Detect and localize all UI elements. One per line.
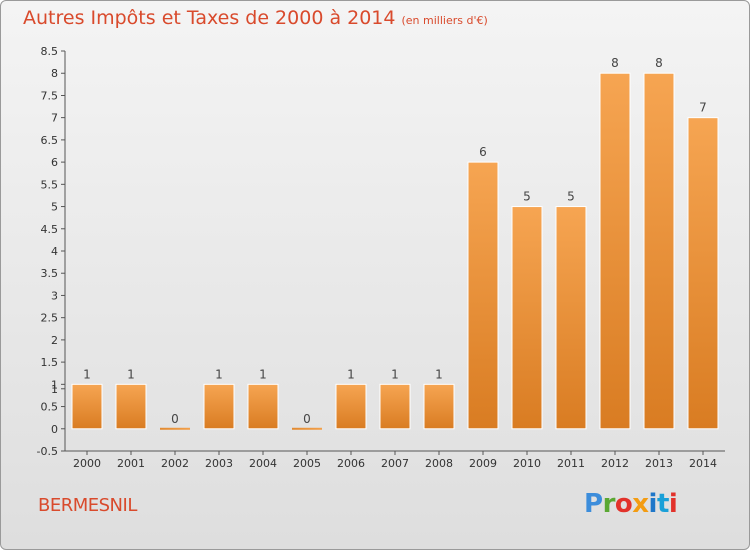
y-tick-label: 6.5 xyxy=(41,134,59,147)
y-tick-label: 3.5 xyxy=(41,267,59,280)
x-tick-label: 2007 xyxy=(381,457,409,470)
y-tick-label: 2.5 xyxy=(41,312,59,325)
bar xyxy=(599,72,631,430)
y-tick-label: 8 xyxy=(51,67,58,80)
value-label: 5 xyxy=(523,190,531,204)
y-tick-label: 7 xyxy=(51,112,58,125)
bar xyxy=(379,383,411,430)
value-label: 0 xyxy=(171,412,179,426)
axes: -0.500.5111.522.533.544.555.566.577.588.… xyxy=(37,45,725,470)
value-label: 1 xyxy=(259,367,267,381)
bar xyxy=(555,206,587,430)
bar xyxy=(467,161,499,430)
proxiti-logo: Proxiti xyxy=(584,489,678,519)
x-tick-label: 2013 xyxy=(645,457,673,470)
y-tick-label: 0.5 xyxy=(41,401,59,414)
value-label: 1 xyxy=(215,367,223,381)
x-tick-label: 2002 xyxy=(161,457,189,470)
bar xyxy=(247,383,279,430)
value-label: 6 xyxy=(479,145,487,159)
chart-title: Autres Impôts et Taxes de 2000 à 2014 (en… xyxy=(23,7,488,29)
value-label: 0 xyxy=(303,412,311,426)
logo-letter: r xyxy=(602,489,616,519)
bar xyxy=(687,117,719,430)
x-tick-label: 2003 xyxy=(205,457,233,470)
labels: 1 1 0 1 1 0 1 1 1 6 5 5 8 8 7 xyxy=(83,56,707,426)
value-label: 8 xyxy=(611,56,619,70)
y-tick-label: 2 xyxy=(51,334,58,347)
bar xyxy=(292,427,322,430)
x-tick-label: 2012 xyxy=(601,457,629,470)
value-label: 1 xyxy=(83,367,91,381)
bar xyxy=(71,383,103,430)
x-tick-label: 2011 xyxy=(557,457,585,470)
value-label: 1 xyxy=(435,367,443,381)
y-tick-label: 7.5 xyxy=(41,89,59,102)
x-tick-label: 2000 xyxy=(73,457,101,470)
y-tick-label: 8.5 xyxy=(41,45,59,58)
x-tick-label: 2001 xyxy=(117,457,145,470)
x-tick-label: 2010 xyxy=(513,457,541,470)
y-tick-label: 0 xyxy=(51,423,58,436)
y-tick-label: 4 xyxy=(51,245,58,258)
y-tick-label: 1 xyxy=(51,383,58,396)
bar xyxy=(423,383,455,430)
bar xyxy=(511,206,543,430)
value-label: 7 xyxy=(699,101,707,115)
y-tick-label: 5 xyxy=(51,201,58,214)
logo-letter: x xyxy=(632,489,649,519)
value-label: 1 xyxy=(391,367,399,381)
y-tick-label: 5.5 xyxy=(41,178,59,191)
bar xyxy=(643,72,675,430)
x-tick-label: 2005 xyxy=(293,457,321,470)
bar xyxy=(160,427,190,430)
logo-letter: o xyxy=(614,489,633,519)
x-tick-label: 2009 xyxy=(469,457,497,470)
y-tick-label: 1 xyxy=(51,378,58,391)
x-tick-label: 2006 xyxy=(337,457,365,470)
bar xyxy=(115,383,147,430)
y-tick-label: 1.5 xyxy=(41,356,59,369)
value-label: 5 xyxy=(567,190,575,204)
bar xyxy=(335,383,367,430)
logo-letter: P xyxy=(584,489,603,519)
bar xyxy=(203,383,235,430)
y-tick-label: -0.5 xyxy=(37,445,58,458)
y-tick-label: 4.5 xyxy=(41,223,59,236)
value-label: 8 xyxy=(655,56,663,70)
logo-letter: i xyxy=(648,489,658,519)
x-tick-label: 2008 xyxy=(425,457,453,470)
chart-title-text: Autres Impôts et Taxes de 2000 à 2014 xyxy=(23,7,396,29)
y-tick-label: 3 xyxy=(51,289,58,302)
commune-name: BERMESNIL xyxy=(38,495,137,516)
x-tick-label: 2004 xyxy=(249,457,277,470)
chart-unit: (en milliers d'€) xyxy=(401,14,488,27)
value-label: 1 xyxy=(347,367,355,381)
bars xyxy=(71,72,719,430)
logo-letter: i xyxy=(668,489,678,519)
value-label: 1 xyxy=(127,367,135,381)
logo-letter: t xyxy=(656,489,669,519)
y-tick-label: 6 xyxy=(51,156,58,169)
x-tick-label: 2014 xyxy=(689,457,717,470)
